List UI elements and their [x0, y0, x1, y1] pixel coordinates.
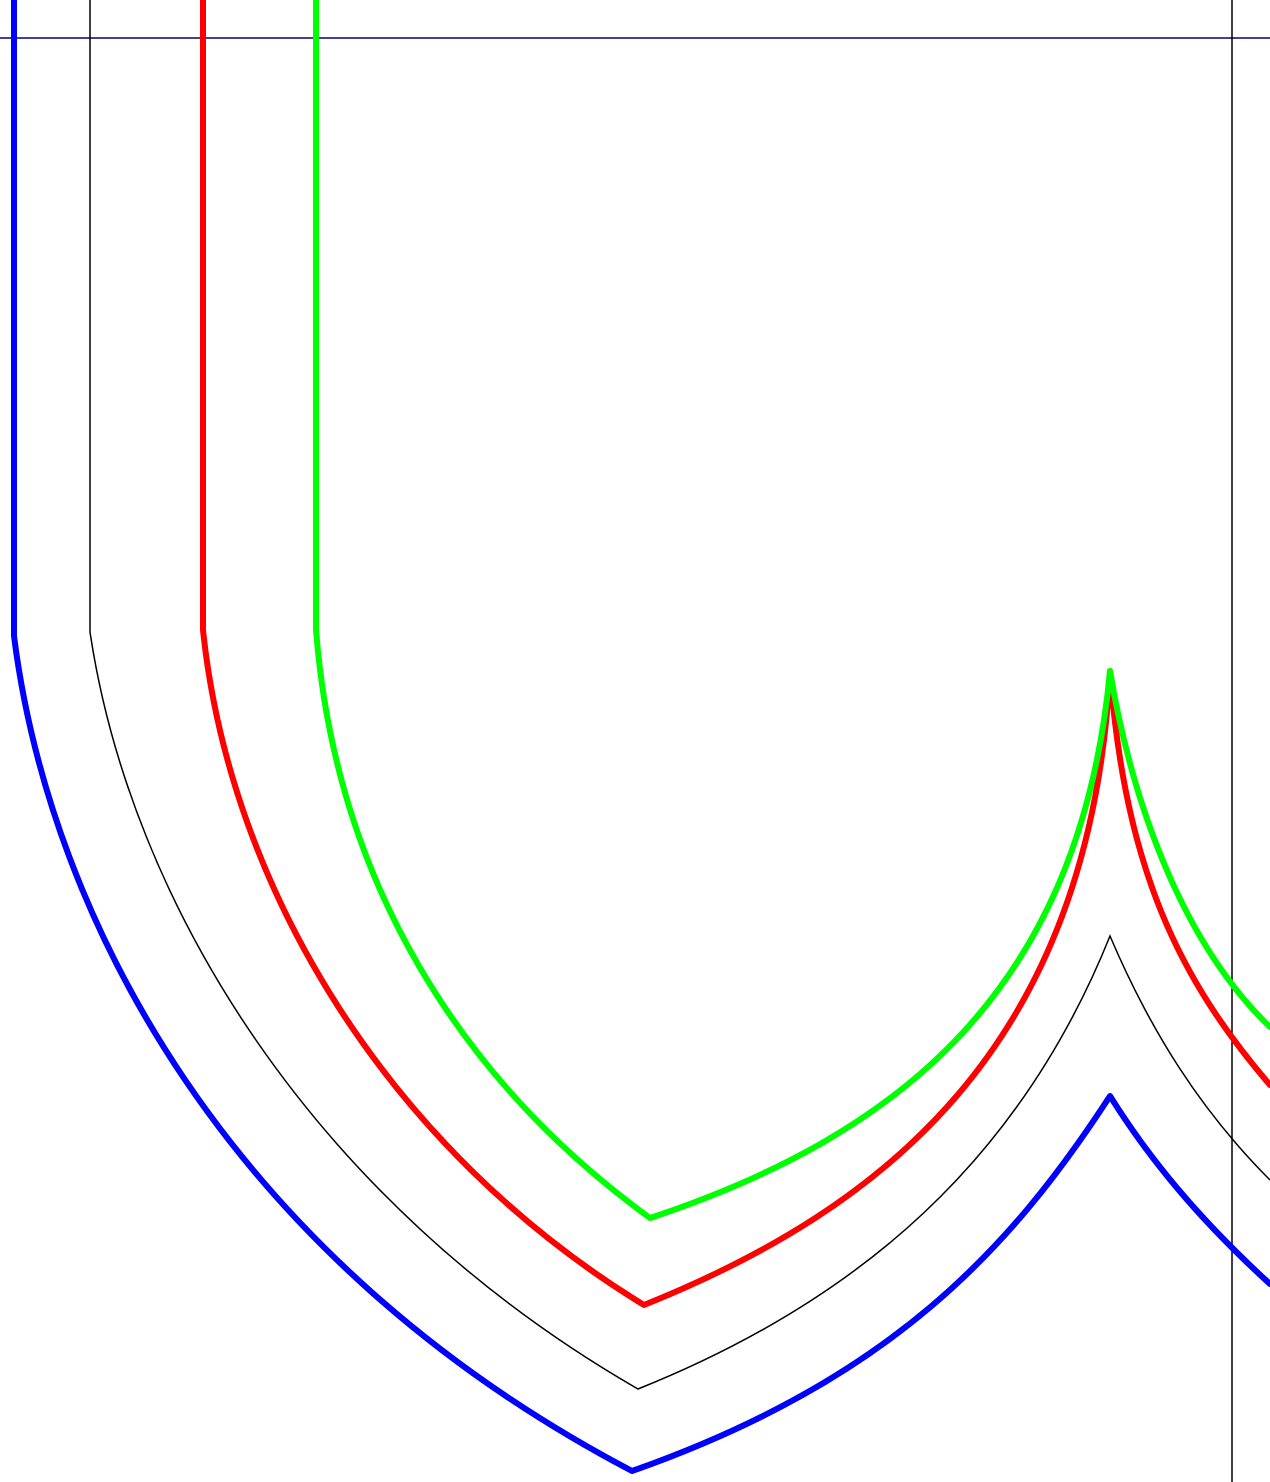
inner-offset-path — [200, 0, 1270, 1308]
outer-offset-path — [11, 0, 1270, 1474]
reference-path — [89, 0, 1270, 1390]
innermost-offset-path — [313, 0, 1270, 1221]
